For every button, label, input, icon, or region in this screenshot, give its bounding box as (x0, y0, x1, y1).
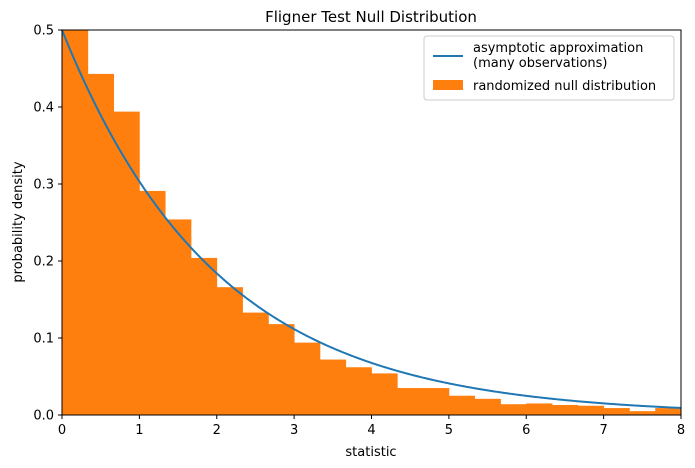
x-axis-title: statistic (345, 445, 396, 460)
x-tick-label: 3 (290, 423, 298, 438)
histogram-bar (474, 398, 501, 415)
y-tick-label: 0.0 (33, 409, 54, 424)
histogram-bar (397, 388, 424, 415)
histogram-bar (139, 190, 166, 415)
legend-label-line-part: asymptotic approximation (473, 41, 643, 56)
y-tick-label: 0.5 (33, 24, 54, 39)
histogram-bar (500, 404, 527, 415)
x-tick-label: 5 (445, 423, 453, 438)
asymptotic-line (61, 29, 682, 409)
histogram-bar (165, 219, 192, 415)
y-tick-label: 0.2 (33, 255, 54, 270)
histogram-bar (655, 408, 682, 415)
x-tick-label: 8 (677, 423, 685, 438)
legend-label-line: asymptotic approximation (many observatio… (473, 41, 643, 71)
y-axis: 0.0 0.1 0.2 0.3 0.4 0.5 (33, 24, 62, 424)
histogram-bar (216, 287, 243, 415)
x-tick-label: 0 (58, 423, 66, 438)
histogram-bar (603, 408, 630, 415)
x-tick-label: 1 (135, 423, 143, 438)
histogram-bar (242, 312, 269, 415)
chart-title: Fligner Test Null Distribution (265, 8, 477, 26)
histogram-bar (552, 404, 579, 415)
histogram-bar (294, 342, 321, 415)
x-tick-label: 7 (599, 423, 607, 438)
histogram-bar (190, 257, 218, 415)
x-tick-label: 4 (367, 423, 375, 438)
histogram-bar (371, 373, 398, 415)
plot-area (61, 29, 682, 416)
histogram-bar (577, 405, 605, 415)
y-tick-label: 0.4 (33, 101, 54, 116)
histogram-bar (113, 111, 140, 416)
histogram-bar (629, 411, 656, 415)
y-axis-title: probability density (11, 161, 26, 282)
legend-box (423, 35, 675, 101)
y-tick-label: 0.1 (33, 332, 54, 347)
histogram-bar (268, 324, 295, 415)
x-tick-label: 6 (522, 423, 530, 438)
histogram-bar (319, 359, 347, 415)
legend-swatch-bar (433, 80, 463, 90)
histogram-bar (87, 73, 115, 415)
histogram-bar (345, 367, 372, 415)
histogram-bar (526, 403, 553, 415)
histogram-bar (448, 395, 476, 415)
histogram-bar (423, 388, 450, 415)
x-tick-label: 2 (213, 423, 221, 438)
legend-label-line-part: (many observations) (473, 56, 608, 71)
legend: asymptotic approximation (many observatio… (423, 35, 675, 101)
y-tick-label: 0.3 (33, 178, 54, 193)
legend-label-bar: randomized null distribution (473, 79, 656, 94)
histogram-bar (62, 30, 89, 415)
x-axis: 0 1 2 3 4 5 6 7 8 (58, 415, 685, 438)
